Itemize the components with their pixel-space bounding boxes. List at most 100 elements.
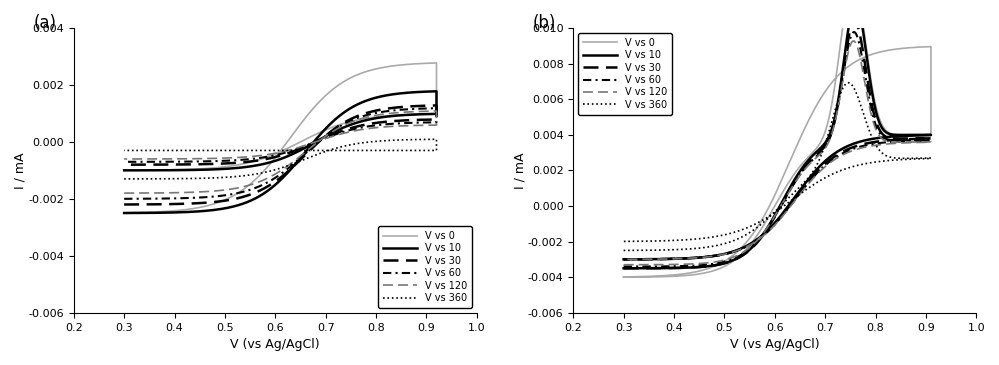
V vs 120 — [617, 257, 629, 262]
V vs 0 — [867, 91, 879, 95]
V vs 0 — [617, 275, 629, 279]
Y-axis label: I / mA: I / mA — [14, 152, 27, 189]
V vs 360 — [244, 148, 256, 153]
V vs 120 — [314, 138, 326, 143]
V vs 0 — [314, 130, 326, 135]
Line: V vs 10: V vs 10 — [124, 91, 437, 213]
Line: V vs 360: V vs 360 — [623, 83, 931, 250]
V vs 60 — [848, 30, 860, 34]
V vs 120 — [810, 173, 822, 178]
V vs 360 — [431, 137, 443, 142]
V vs 10 — [244, 164, 256, 169]
V vs 0 — [752, 223, 764, 228]
V vs 30 — [255, 158, 267, 162]
V vs 360 — [867, 138, 879, 142]
V vs 120 — [847, 39, 859, 43]
V vs 30 — [431, 103, 443, 108]
Line: V vs 360: V vs 360 — [124, 139, 437, 179]
V vs 10 — [118, 168, 130, 173]
V vs 60 — [244, 157, 256, 161]
V vs 120 — [617, 262, 629, 267]
V vs 60 — [617, 257, 629, 262]
V vs 60 — [741, 244, 753, 248]
V vs 60 — [255, 155, 267, 160]
V vs 360 — [741, 226, 753, 230]
V vs 30 — [617, 257, 629, 262]
Text: (a): (a) — [33, 14, 57, 32]
V vs 10 — [810, 168, 822, 173]
V vs 30 — [741, 244, 753, 248]
V vs 10 — [617, 266, 629, 270]
V vs 360 — [182, 176, 194, 181]
V vs 120 — [394, 110, 406, 115]
V vs 10 — [849, 1, 861, 6]
V vs 60 — [394, 108, 406, 112]
V vs 120 — [741, 244, 753, 249]
V vs 0 — [394, 63, 406, 67]
V vs 10 — [182, 210, 194, 214]
V vs 10 — [431, 89, 443, 93]
V vs 30 — [118, 162, 130, 167]
V vs 120 — [118, 157, 130, 161]
Line: V vs 30: V vs 30 — [124, 105, 437, 204]
V vs 30 — [680, 265, 692, 270]
V vs 120 — [371, 113, 383, 117]
V vs 0 — [118, 211, 130, 215]
V vs 60 — [314, 138, 326, 143]
V vs 10 — [314, 138, 326, 142]
V vs 60 — [810, 172, 822, 177]
V vs 30 — [314, 138, 326, 142]
V vs 60 — [889, 138, 901, 142]
V vs 10 — [889, 132, 901, 137]
V vs 60 — [752, 237, 764, 241]
V vs 360 — [842, 81, 854, 85]
Line: V vs 30: V vs 30 — [623, 22, 931, 268]
Legend: V vs 0, V vs 10, V vs 30, V vs 60, V vs 120, V vs 360: V vs 0, V vs 10, V vs 30, V vs 60, V vs … — [379, 226, 472, 308]
V vs 0 — [431, 61, 443, 65]
V vs 60 — [617, 264, 629, 269]
V vs 60 — [118, 197, 130, 201]
V vs 30 — [182, 201, 194, 206]
V vs 30 — [244, 160, 256, 164]
V vs 0 — [741, 239, 753, 243]
Line: V vs 0: V vs 0 — [124, 63, 437, 213]
V vs 10 — [867, 96, 879, 100]
Line: V vs 60: V vs 60 — [124, 108, 437, 199]
V vs 60 — [867, 114, 879, 119]
V vs 360 — [118, 148, 130, 153]
V vs 30 — [394, 105, 406, 110]
V vs 60 — [182, 196, 194, 200]
V vs 360 — [889, 156, 901, 160]
V vs 30 — [810, 171, 822, 175]
Legend: V vs 0, V vs 10, V vs 30, V vs 60, V vs 120, V vs 360: V vs 0, V vs 10, V vs 30, V vs 60, V vs … — [578, 33, 672, 115]
Line: V vs 120: V vs 120 — [124, 111, 437, 193]
V vs 0 — [810, 104, 822, 109]
V vs 120 — [680, 262, 692, 266]
V vs 60 — [118, 160, 130, 164]
V vs 360 — [314, 148, 326, 153]
V vs 30 — [371, 108, 383, 112]
V vs 120 — [431, 109, 443, 113]
V vs 30 — [848, 19, 860, 24]
V vs 10 — [394, 91, 406, 96]
V vs 10 — [752, 236, 764, 241]
V vs 10 — [371, 95, 383, 100]
V vs 120 — [867, 119, 879, 124]
V vs 30 — [617, 266, 629, 270]
V vs 10 — [741, 243, 753, 248]
Line: V vs 10: V vs 10 — [623, 4, 931, 268]
V vs 0 — [617, 275, 629, 279]
V vs 60 — [371, 111, 383, 115]
V vs 360 — [118, 177, 130, 181]
V vs 360 — [371, 139, 383, 143]
V vs 10 — [617, 257, 629, 262]
Text: (b): (b) — [532, 14, 556, 32]
V vs 120 — [889, 140, 901, 144]
V vs 360 — [617, 248, 629, 253]
V vs 0 — [182, 207, 194, 212]
V vs 10 — [680, 265, 692, 270]
Line: V vs 120: V vs 120 — [623, 41, 931, 265]
V vs 60 — [680, 264, 692, 268]
V vs 0 — [680, 273, 692, 278]
V vs 10 — [118, 211, 130, 215]
